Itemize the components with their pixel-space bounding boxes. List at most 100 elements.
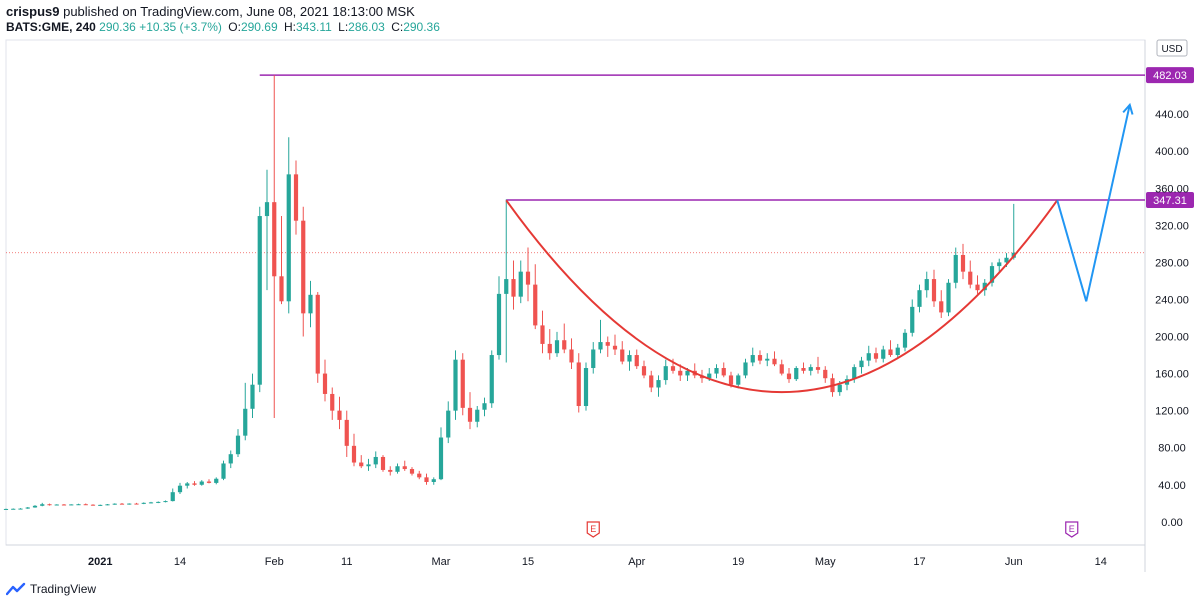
y-tick-label: 40.00 (1158, 480, 1186, 492)
candle-body (395, 466, 400, 472)
candle-body (779, 364, 784, 374)
candle-body (250, 384, 255, 409)
candle-body (540, 325, 545, 344)
candle-body (533, 284, 538, 326)
currency-badge[interactable]: USD (1156, 39, 1188, 57)
candle-body (663, 366, 668, 381)
candle-body (968, 271, 973, 285)
candle-body (446, 410, 451, 438)
candle-body (786, 373, 792, 380)
candle-body (32, 505, 38, 508)
candle-body (656, 380, 661, 388)
candle-body (366, 464, 371, 467)
x-tick-label: Jun (1005, 556, 1023, 568)
candle-body (315, 294, 320, 374)
candle-body (576, 362, 581, 407)
x-tick-label: 14 (1095, 556, 1107, 568)
candle-body (649, 375, 654, 388)
chart-header: crispus9 published on TradingView.com, J… (0, 0, 1200, 36)
last-price: 290.36 (99, 20, 136, 34)
candle-body (496, 293, 502, 356)
candle-body (743, 362, 748, 376)
earnings-marker-label: E (1069, 524, 1075, 534)
candle-body (460, 359, 465, 408)
candle-body (409, 469, 415, 474)
tradingview-branding[interactable]: TradingView (6, 580, 96, 598)
low-label: L: (338, 20, 349, 34)
price-axis[interactable]: 0.00 40.00 80.00 120.00 160.00 200.00 240.00 28… (1155, 109, 1189, 529)
candle-body (388, 469, 393, 472)
candle-body (373, 456, 378, 465)
candle-body (975, 284, 980, 291)
x-tick-label: 17 (913, 556, 925, 568)
close-value: 290.36 (403, 20, 440, 34)
candle-body (170, 492, 175, 502)
candle-body (881, 349, 886, 359)
candle-body (917, 290, 922, 307)
x-tick-label: Feb (265, 556, 284, 568)
candle-body (772, 358, 777, 365)
candle-body (670, 366, 676, 371)
candle-body (127, 503, 132, 505)
candle-body (598, 342, 603, 350)
tradingview-logo-icon (6, 582, 26, 596)
candle-body (620, 349, 625, 362)
candle-body (214, 478, 219, 483)
candle-body (518, 271, 523, 297)
candle-body (482, 403, 487, 410)
candle-body (728, 375, 734, 385)
candle-body (939, 301, 944, 313)
plot-area[interactable] (5, 39, 1146, 546)
candle-body (380, 456, 386, 470)
candle-body (852, 367, 857, 380)
candle-body (707, 373, 712, 379)
drawings (505, 102, 1134, 393)
candle-body (18, 508, 23, 510)
candle-body (641, 366, 647, 376)
candle-body (308, 294, 313, 314)
x-tick-label: 14 (174, 556, 186, 568)
x-tick-label: 11 (341, 556, 352, 568)
y-tick-label: 80.00 (1158, 443, 1186, 455)
candle-body (801, 368, 806, 371)
symbol-label[interactable]: BATS:GME, 240 (6, 20, 96, 34)
candle-body (504, 279, 509, 294)
y-tick-label: 160.00 (1155, 369, 1189, 381)
candle-body (895, 347, 900, 356)
candle-body (351, 445, 357, 463)
open-value: 290.69 (240, 20, 278, 34)
candle-body (736, 375, 741, 385)
level-price-label: 347.31 (1153, 195, 1187, 207)
candle-body (721, 368, 726, 376)
candle-body (583, 368, 589, 407)
candle-body (888, 349, 893, 356)
candle-body (54, 504, 59, 506)
candle-body (866, 353, 871, 361)
candle-body (40, 504, 45, 506)
y-tick-label: 360.00 (1155, 183, 1189, 195)
candle-body (185, 483, 190, 486)
y-tick-label: 200.00 (1155, 332, 1189, 344)
candle-body (757, 355, 763, 361)
candle-body (112, 503, 117, 505)
candle-body (344, 419, 349, 446)
publisher-name[interactable]: crispus9 (6, 4, 60, 19)
low-value: 286.03 (348, 20, 385, 34)
ohlc-legend: BATS:GME, 240 290.36 +10.35 (+3.7%) O:29… (6, 20, 440, 34)
candle-body (243, 408, 248, 436)
candle-body (562, 340, 567, 350)
candle-body (119, 503, 125, 505)
candle-body (228, 454, 233, 464)
candle-body (156, 501, 161, 503)
candle-body (837, 384, 842, 393)
candle-body (69, 504, 74, 506)
time-axis[interactable]: 2021 14 Feb 11 Mar 15 Apr 19 May 17 Jun 14 (88, 556, 1107, 568)
x-tick-label: 2021 (88, 556, 112, 568)
x-tick-label: 15 (522, 556, 534, 568)
candle-body (859, 360, 864, 368)
cup-curve (505, 199, 1059, 393)
candle-body (47, 504, 52, 506)
y-tick-label: 320.00 (1155, 220, 1189, 232)
